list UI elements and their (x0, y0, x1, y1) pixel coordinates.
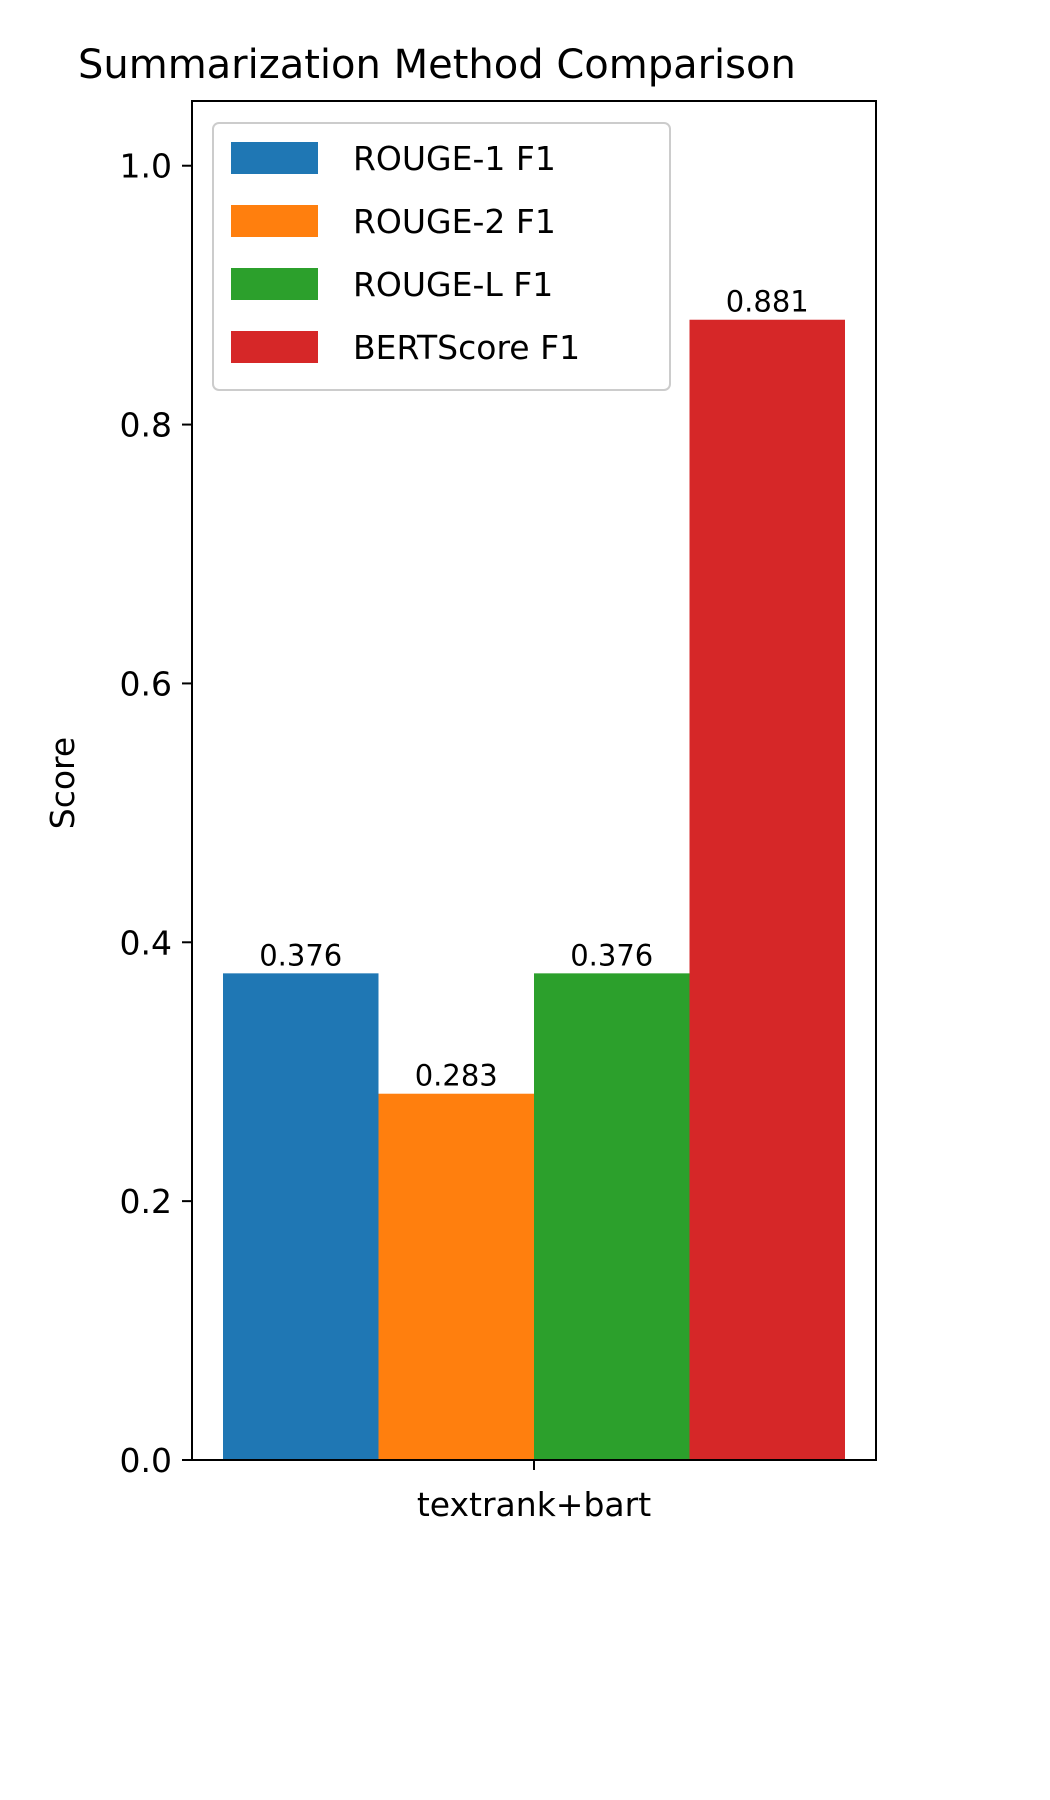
bar-rouge-l-f1 (534, 973, 690, 1460)
legend-label: ROUGE-1 F1 (353, 139, 556, 178)
legend-swatch (231, 331, 318, 363)
y-tick-label: 0.8 (120, 406, 172, 445)
legend-label: BERTScore F1 (353, 328, 580, 367)
y-tick-label: 1.0 (120, 147, 172, 186)
legend-swatch (231, 205, 318, 237)
y-tick-label: 0.6 (120, 664, 172, 703)
legend-label: ROUGE-2 F1 (353, 202, 556, 241)
bar-value-label: 0.376 (259, 938, 342, 972)
bar-value-label: 0.881 (726, 285, 809, 319)
bar-chart: 0.376 0.283 0.376 0.881 0.0 0.2 0.4 0.6 0.8 1.0 te… (43, 42, 877, 1524)
legend-swatch (231, 142, 318, 174)
legend-box (212, 122, 671, 391)
bar-rouge-1-f1 (223, 973, 379, 1460)
y-tick-label: 0.2 (120, 1182, 172, 1221)
bar-value-label: 0.376 (570, 938, 653, 972)
bar-bertscore-f1 (689, 319, 845, 1461)
y-axis-label: Score (43, 737, 82, 829)
bar-rouge-2-f1 (378, 1093, 534, 1460)
legend: ROUGE-1 F1 ROUGE-2 F1 ROUGE-L F1 BERTScore … (212, 122, 671, 391)
legend-swatch (231, 268, 318, 300)
legend-label: ROUGE-L F1 (353, 265, 553, 304)
y-tick-label: 0.0 (120, 1441, 172, 1480)
chart-title: Summarization Method Comparison (78, 42, 796, 88)
bar-value-label: 0.283 (415, 1059, 498, 1093)
x-tick-label: textrank+bart (417, 1485, 651, 1524)
y-tick-label: 0.4 (120, 923, 172, 962)
